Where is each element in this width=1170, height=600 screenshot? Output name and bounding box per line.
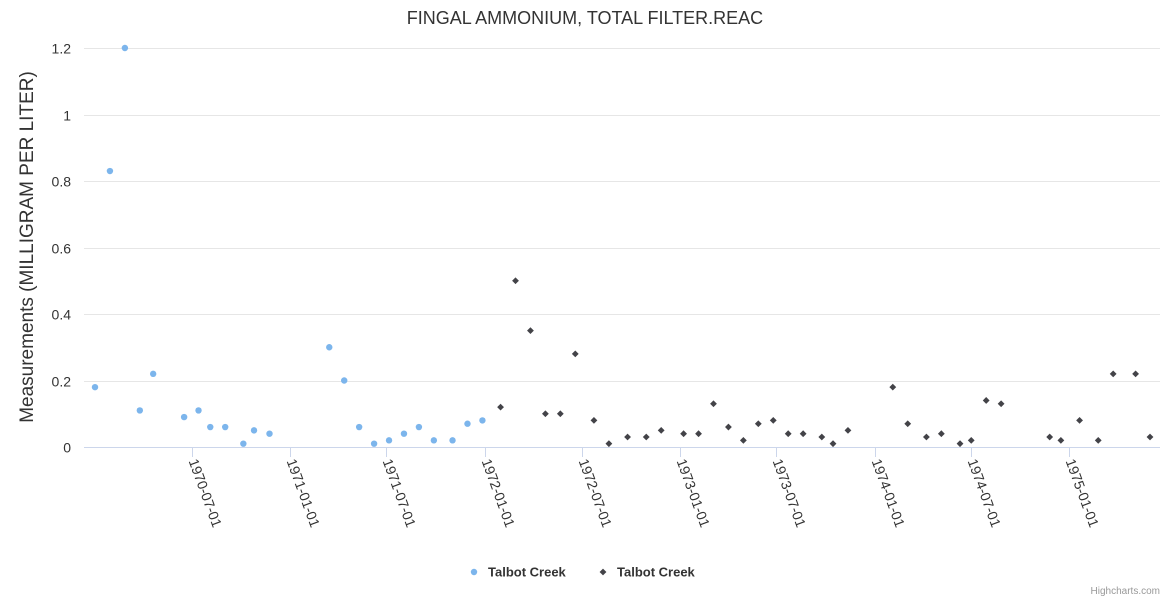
data-point — [207, 423, 214, 431]
data-point — [541, 410, 549, 418]
x-tick-label: 1974-01-01 — [869, 457, 909, 530]
data-point — [844, 426, 852, 434]
data-point — [956, 440, 964, 448]
x-tick-label: 1974-07-01 — [965, 457, 1005, 530]
legend-marker-diamond — [599, 568, 607, 576]
data-point — [1109, 370, 1117, 378]
data-point — [818, 433, 826, 441]
data-point — [1057, 436, 1065, 444]
data-point — [967, 436, 975, 444]
data-point — [106, 167, 114, 175]
data-point — [997, 400, 1005, 408]
data-point — [512, 277, 519, 285]
data-point — [642, 433, 650, 441]
x-tick-label: 1972-07-01 — [576, 457, 616, 530]
x-axis: 1970-07-01 1971-01-01 1971-07-01 1972-01-01… — [84, 447, 1160, 530]
data-point — [754, 420, 762, 428]
y-tick-label: 0.2 — [52, 374, 72, 390]
data-point — [605, 440, 613, 448]
legend-marker-circle — [470, 568, 478, 576]
data-point — [829, 440, 837, 448]
legend-label: Talbot Creek — [488, 565, 567, 580]
data-point — [326, 344, 333, 351]
data-point — [180, 413, 188, 421]
grid-lines — [84, 48, 1160, 382]
data-point — [769, 417, 777, 424]
chart-title: FINGAL AMMONIUM, TOTAL FILTER.REAC — [407, 8, 763, 28]
legend-item[interactable]: Talbot Creek — [470, 565, 567, 580]
data-point — [415, 423, 423, 431]
data-point — [222, 423, 229, 431]
data-point — [1132, 370, 1139, 378]
data-point — [657, 426, 665, 434]
data-point — [136, 407, 144, 414]
data-point — [1076, 417, 1083, 424]
x-tick-label: 1973-01-01 — [674, 457, 714, 530]
series-2 — [497, 277, 1154, 448]
data-point — [1046, 433, 1054, 441]
legend: Talbot Creek Talbot Creek — [470, 565, 696, 580]
x-tick-label: 1972-01-01 — [479, 457, 519, 530]
data-point — [400, 430, 408, 437]
data-point — [904, 420, 912, 428]
x-tick-label: 1971-01-01 — [284, 457, 324, 530]
y-tick-label: 0.4 — [52, 307, 72, 323]
data-points — [91, 44, 1154, 448]
data-point — [266, 430, 273, 437]
data-point — [710, 400, 717, 408]
x-tick-label: 1975-01-01 — [1063, 457, 1103, 530]
data-point — [464, 420, 471, 427]
data-point — [479, 417, 486, 424]
data-point — [680, 430, 688, 438]
data-point — [527, 327, 534, 335]
x-tick-label: 1973-07-01 — [770, 457, 810, 530]
data-point — [624, 433, 631, 441]
data-point — [784, 430, 792, 438]
x-tick-label: 1971-07-01 — [380, 457, 420, 530]
y-tick-label: 1.2 — [52, 41, 72, 57]
data-point — [121, 44, 129, 52]
y-tick-label: 0 — [63, 440, 71, 456]
data-point — [571, 350, 579, 358]
data-point — [149, 370, 157, 378]
data-point — [240, 440, 247, 447]
data-point — [799, 430, 807, 438]
y-axis-ticks: 0 0.2 0.4 0.6 0.8 1 1.2 — [52, 41, 72, 456]
data-point — [725, 423, 732, 431]
data-point — [355, 423, 363, 431]
data-point — [923, 433, 930, 441]
data-point — [937, 430, 945, 438]
data-point — [385, 437, 393, 444]
data-point — [590, 417, 598, 424]
data-point — [195, 407, 202, 414]
y-tick-label: 1 — [63, 108, 71, 124]
series-1 — [91, 44, 486, 447]
credit-text[interactable]: Highcharts.com — [1091, 586, 1160, 597]
data-point — [739, 436, 747, 444]
data-point — [449, 437, 456, 444]
y-tick-label: 0.6 — [52, 241, 72, 257]
data-point — [91, 383, 99, 391]
data-point — [695, 430, 702, 438]
data-point — [982, 397, 990, 404]
data-point — [370, 440, 378, 447]
data-point — [250, 427, 258, 434]
legend-label: Talbot Creek — [617, 565, 696, 580]
y-tick-label: 0.8 — [52, 174, 72, 190]
data-point — [430, 437, 438, 444]
x-tick-label: 1970-07-01 — [186, 457, 226, 530]
y-axis-label: Measurements (MILLIGRAM PER LITER) — [17, 71, 38, 423]
data-point — [556, 410, 564, 418]
data-point — [889, 383, 897, 391]
data-point — [497, 403, 504, 411]
legend-item[interactable]: Talbot Creek — [599, 565, 696, 580]
data-point — [1094, 436, 1102, 444]
data-point — [341, 377, 348, 384]
data-point — [1146, 433, 1154, 441]
